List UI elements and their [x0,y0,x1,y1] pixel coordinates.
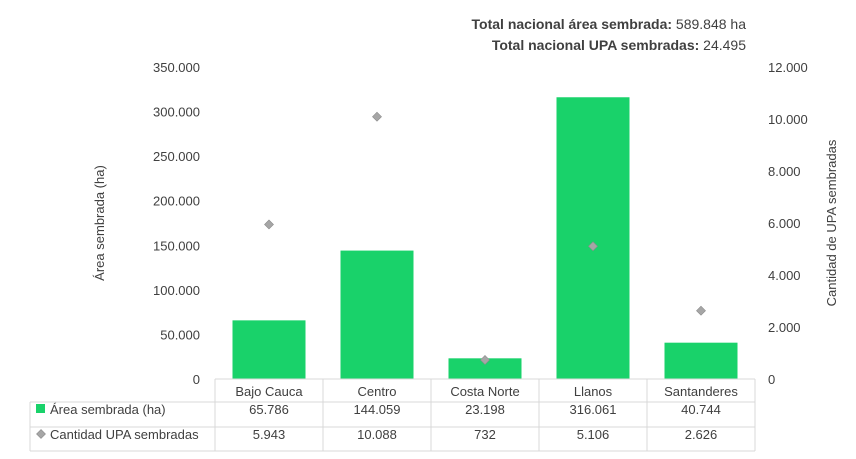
category-label: Santanderes [664,384,738,399]
upa-marker [264,219,274,230]
upa-value-label: 10.088 [357,427,397,442]
y2-axis-title: Cantidad de UPA sembradas [824,139,839,306]
y2-tick-label: 4.000 [768,268,801,283]
y-tick-label: 250.000 [153,149,200,164]
y-tick-label: 100.000 [153,283,200,298]
upa-marker [588,241,598,252]
y-tick-label: 200.000 [153,194,200,209]
y2-tick-label: 10.000 [768,112,808,127]
y-tick-label: 0 [193,372,200,387]
bar [232,320,306,379]
area-value-label: 144.059 [354,402,401,417]
upa-marker [372,111,382,122]
y2-tick-label: 2.000 [768,320,801,335]
category-label: Centro [357,384,396,399]
bar [664,342,738,379]
bar [340,250,414,379]
y-axis-title: Área sembrada (ha) [92,165,107,281]
y2-tick-label: 0 [768,372,775,387]
category-label: Bajo Cauca [235,384,303,399]
category-label: Costa Norte [450,384,519,399]
area-series-name: Área sembrada (ha) [50,402,166,417]
upa-legend-key [36,429,46,439]
upa-series-name: Cantidad UPA sembradas [50,427,199,442]
y2-tick-label: 8.000 [768,164,801,179]
area-value-label: 40.744 [681,402,721,417]
upa-marker [480,355,490,365]
y2-tick-label: 12.000 [768,60,808,75]
category-label: Llanos [574,384,613,399]
y-tick-label: 300.000 [153,105,200,120]
upa-value-label: 732 [474,427,496,442]
total-upa-value: 24.495 [703,37,746,53]
total-area-label: Total nacional área sembrada: [471,16,673,32]
upa-value-label: 5.106 [577,427,610,442]
total-area-value: 589.848 ha [675,16,746,32]
total-upa-label: Total nacional UPA sembradas: [491,37,700,53]
y-tick-label: 50.000 [160,327,200,342]
area-value-label: 316.061 [570,402,617,417]
area-value-label: 23.198 [465,402,505,417]
y-tick-label: 350.000 [153,60,200,75]
y2-tick-label: 6.000 [768,216,801,231]
bar [556,97,630,379]
bar [448,358,522,379]
upa-value-label: 2.626 [685,427,718,442]
upa-value-label: 5.943 [253,427,286,442]
total-area: Total nacional área sembrada: 589.848 ha [472,16,746,32]
total-upa: Total nacional UPA sembradas: 24.495 [492,37,746,53]
area-value-label: 65.786 [249,402,289,417]
upa-marker [696,305,706,316]
y-tick-label: 150.000 [153,238,200,253]
area-legend-key [36,404,45,413]
